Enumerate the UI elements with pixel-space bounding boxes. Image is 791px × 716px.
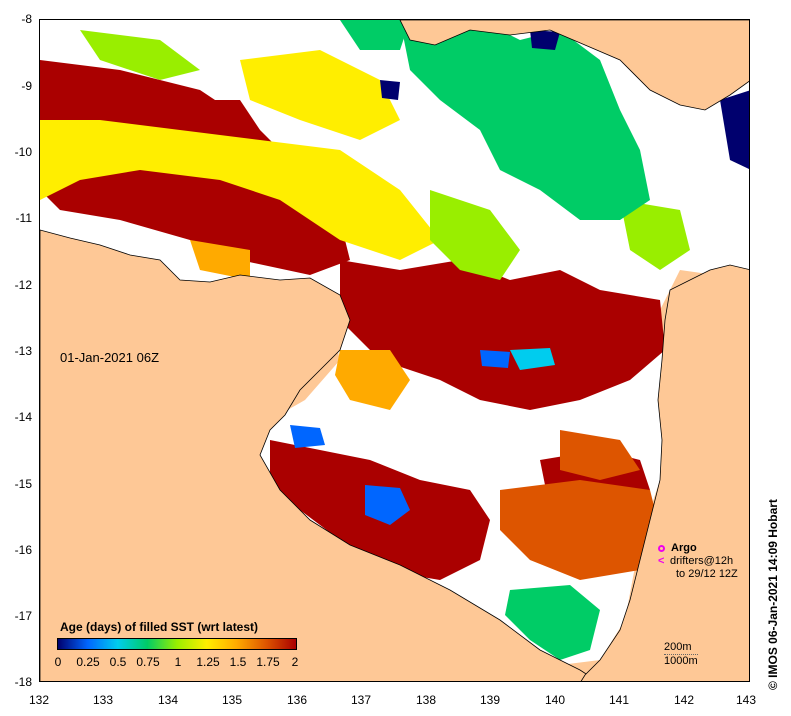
x-tick-label: 135 — [221, 693, 243, 707]
argo-label: Argo — [671, 542, 697, 554]
x-tick-label: 139 — [479, 693, 501, 707]
legend-colorbar — [57, 638, 297, 650]
legend-tick-label: 2 — [291, 655, 299, 669]
legend-tick-label: 0.5 — [109, 655, 127, 669]
y-tick-label: -11 — [15, 211, 32, 225]
y-tick-label: -10 — [14, 145, 32, 159]
y-tick-label: -9 — [21, 79, 32, 93]
legend-tick-label: 1.75 — [256, 655, 280, 669]
imos-credit: © IMOS 06-Jan-2021 14:09 Hobart — [766, 499, 780, 690]
y-tick-label: -16 — [14, 543, 32, 557]
sst-map[interactable] — [39, 19, 750, 682]
drifter-icon: < — [658, 555, 665, 567]
legend-tick-label: 0.25 — [76, 655, 100, 669]
y-tick-label: -12 — [14, 278, 32, 292]
y-tick-label: -15 — [14, 477, 32, 491]
y-tick-label: -18 — [14, 675, 32, 689]
y-tick-label: -14 — [14, 410, 32, 424]
x-tick-label: 143 — [735, 693, 757, 707]
legend-tick-label: 1.25 — [196, 655, 220, 669]
x-tick-label: 142 — [673, 693, 695, 707]
x-tick-label: 133 — [92, 693, 114, 707]
sst-age-0-25-days — [290, 350, 510, 525]
y-tick-label: -8 — [21, 12, 32, 26]
new-guinea-land — [399, 20, 749, 111]
arnhem-land — [40, 229, 598, 681]
drifter-range: to 29/12 12Z — [676, 568, 738, 580]
argo-float-icon — [658, 544, 665, 552]
sst-age-1-25-days — [40, 50, 440, 260]
x-tick-label: 138 — [415, 693, 437, 707]
cape-york-land — [580, 264, 749, 681]
legend-title: Age (days) of filled SST (wrt latest) — [60, 620, 259, 634]
legend-tick-label: 0 — [54, 655, 62, 669]
y-tick-label: -13 — [14, 344, 32, 358]
depth-contour-key: 200m 1000m — [664, 641, 698, 668]
x-tick-label: 136 — [286, 693, 308, 707]
legend-tick-label: 1.5 — [229, 655, 247, 669]
legend-tick-label: 1 — [174, 655, 182, 669]
legend-tick-label: 0.75 — [136, 655, 160, 669]
sst-age-0-75-days — [340, 20, 650, 660]
sst-map-canvas — [40, 20, 749, 681]
depth-200m-label: 200m — [664, 641, 692, 653]
argo-drifter-key: Argo < drifters@12h to 29/12 12Z — [658, 542, 738, 581]
depth-1000m-label: 1000m — [664, 654, 698, 667]
y-tick-label: -17 — [14, 609, 32, 623]
sst-age-1-day — [80, 30, 690, 280]
map-timestamp: 01-Jan-2021 06Z — [60, 350, 160, 365]
x-tick-label: 134 — [157, 693, 179, 707]
x-tick-label: 141 — [608, 693, 630, 707]
x-tick-label: 132 — [28, 693, 50, 707]
x-tick-label: 140 — [544, 693, 566, 707]
drifter-label: drifters@12h — [670, 555, 734, 567]
sst-age-0-5-days — [510, 348, 555, 370]
sst-age-1-75-days — [500, 430, 660, 580]
x-tick-label: 137 — [350, 693, 372, 707]
sst-age-0-days — [380, 30, 749, 170]
